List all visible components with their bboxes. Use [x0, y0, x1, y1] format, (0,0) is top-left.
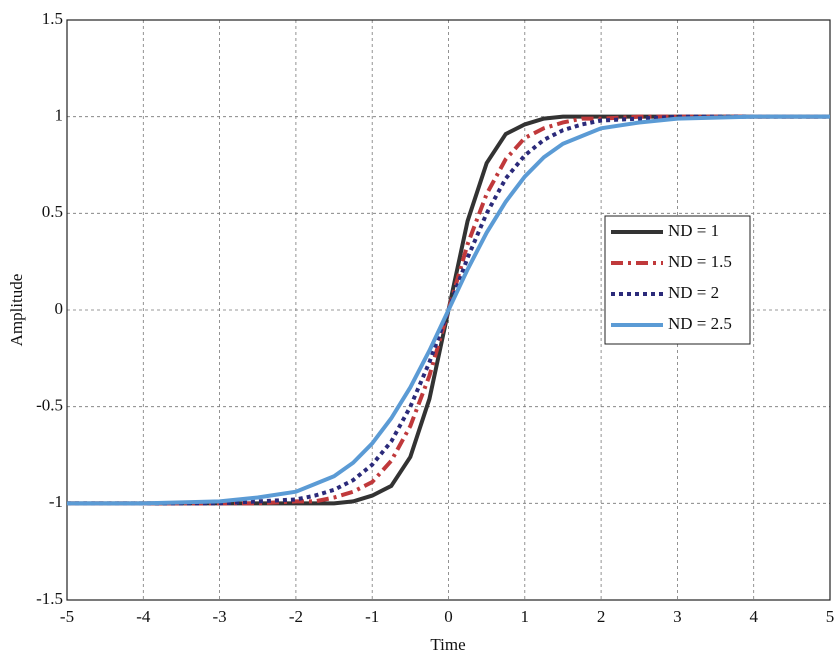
x-tick-label: -5: [60, 607, 74, 626]
plot-frame: [66, 19, 831, 601]
x-tick-label: -3: [213, 607, 227, 626]
legend-box: [604, 215, 751, 345]
x-tick-label: 2: [597, 607, 606, 626]
legend-label: ND = 2: [668, 283, 719, 302]
y-axis-label: Amplitude: [7, 274, 26, 347]
y-tick-label: 0.5: [42, 202, 63, 221]
x-tick-label: 0: [444, 607, 453, 626]
x-tick-label: 3: [673, 607, 682, 626]
legend-label: ND = 1.5: [668, 252, 732, 271]
y-tick-label: -0.5: [36, 396, 63, 415]
x-tick-label: -4: [136, 607, 151, 626]
y-tick-label: 1: [55, 106, 64, 125]
y-tick-label: 0: [55, 299, 64, 318]
x-axis-label: Time: [430, 635, 465, 654]
legend-label: ND = 1: [668, 221, 719, 240]
x-tick-label: 1: [521, 607, 530, 626]
legend-label: ND = 2.5: [668, 314, 732, 333]
legend: ND = 1 ND = 1.5 ND = 2 ND = 2.5: [604, 215, 751, 345]
x-tick-label: 4: [749, 607, 758, 626]
x-tick-label: -2: [289, 607, 303, 626]
y-tick-label: -1.5: [36, 589, 63, 608]
y-tick-label: -1: [49, 492, 63, 511]
data-line: [67, 114, 830, 506]
y-tick-label: 1.5: [42, 9, 63, 28]
x-tick-label: -1: [365, 607, 379, 626]
x-tick-label: 5: [826, 607, 835, 626]
